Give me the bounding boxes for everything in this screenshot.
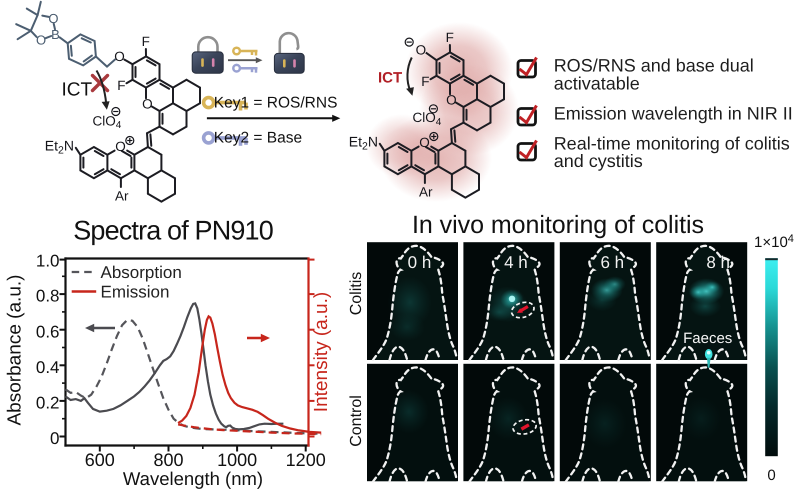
svg-text:0.8: 0.8: [36, 287, 60, 306]
svg-text:ICT: ICT: [62, 80, 93, 101]
svg-text:Emission: Emission: [101, 282, 170, 301]
svg-text:1.0: 1.0: [36, 252, 60, 271]
svg-text:Control: Control: [348, 395, 365, 447]
svg-text:6 h: 6 h: [600, 253, 624, 272]
svg-text:Colitis: Colitis: [348, 272, 365, 316]
svg-text:0: 0: [767, 467, 775, 484]
svg-text:activatable: activatable: [554, 73, 640, 93]
svg-text:4 h: 4 h: [504, 253, 528, 272]
svg-text:800: 800: [153, 450, 183, 470]
svg-text:ROS/RNS and base dual: ROS/RNS and base dual: [554, 56, 754, 76]
svg-text:ICT: ICT: [378, 70, 402, 87]
svg-text:600: 600: [85, 450, 115, 470]
svg-text:Real-time monitoring of coliti: Real-time monitoring of colitis: [554, 133, 790, 153]
svg-text:O: O: [416, 42, 427, 57]
svg-text:8 h: 8 h: [706, 253, 730, 272]
svg-text:0.4: 0.4: [36, 358, 60, 377]
svg-text:O: O: [114, 49, 125, 64]
svg-text:1×104: 1×104: [754, 233, 794, 251]
svg-text:In vivo monitoring of colitis: In vivo monitoring of colitis: [412, 211, 704, 239]
svg-text:Spectra of PN910: Spectra of PN910: [73, 216, 274, 246]
svg-text:0.2: 0.2: [36, 394, 60, 413]
svg-text:O: O: [36, 33, 46, 48]
svg-text:Absorbance (a.u.): Absorbance (a.u.): [5, 274, 26, 425]
svg-text:Emission wavelength in NIR II: Emission wavelength in NIR II: [554, 104, 793, 124]
svg-text:Faeces: Faeces: [683, 330, 732, 347]
svg-text:Absorption: Absorption: [101, 263, 182, 282]
svg-text:0.6: 0.6: [36, 322, 60, 341]
svg-text:1200: 1200: [286, 450, 326, 470]
svg-text:ClO4: ClO4: [413, 110, 442, 128]
svg-text:Key2 = Base: Key2 = Base: [214, 130, 302, 147]
svg-text:Wavelength (nm): Wavelength (nm): [123, 468, 263, 489]
svg-text:0 h: 0 h: [408, 253, 432, 272]
svg-text:Key1 = ROS/RNS: Key1 = ROS/RNS: [214, 94, 338, 111]
svg-text:ClO4: ClO4: [93, 113, 122, 131]
svg-text:Intensity (a.u.): Intensity (a.u.): [311, 292, 332, 412]
svg-text:1000: 1000: [217, 450, 257, 470]
svg-text:O: O: [48, 11, 58, 26]
svg-text:B: B: [51, 27, 60, 42]
svg-text:0: 0: [50, 429, 59, 448]
svg-text:and cystitis: and cystitis: [554, 151, 643, 171]
